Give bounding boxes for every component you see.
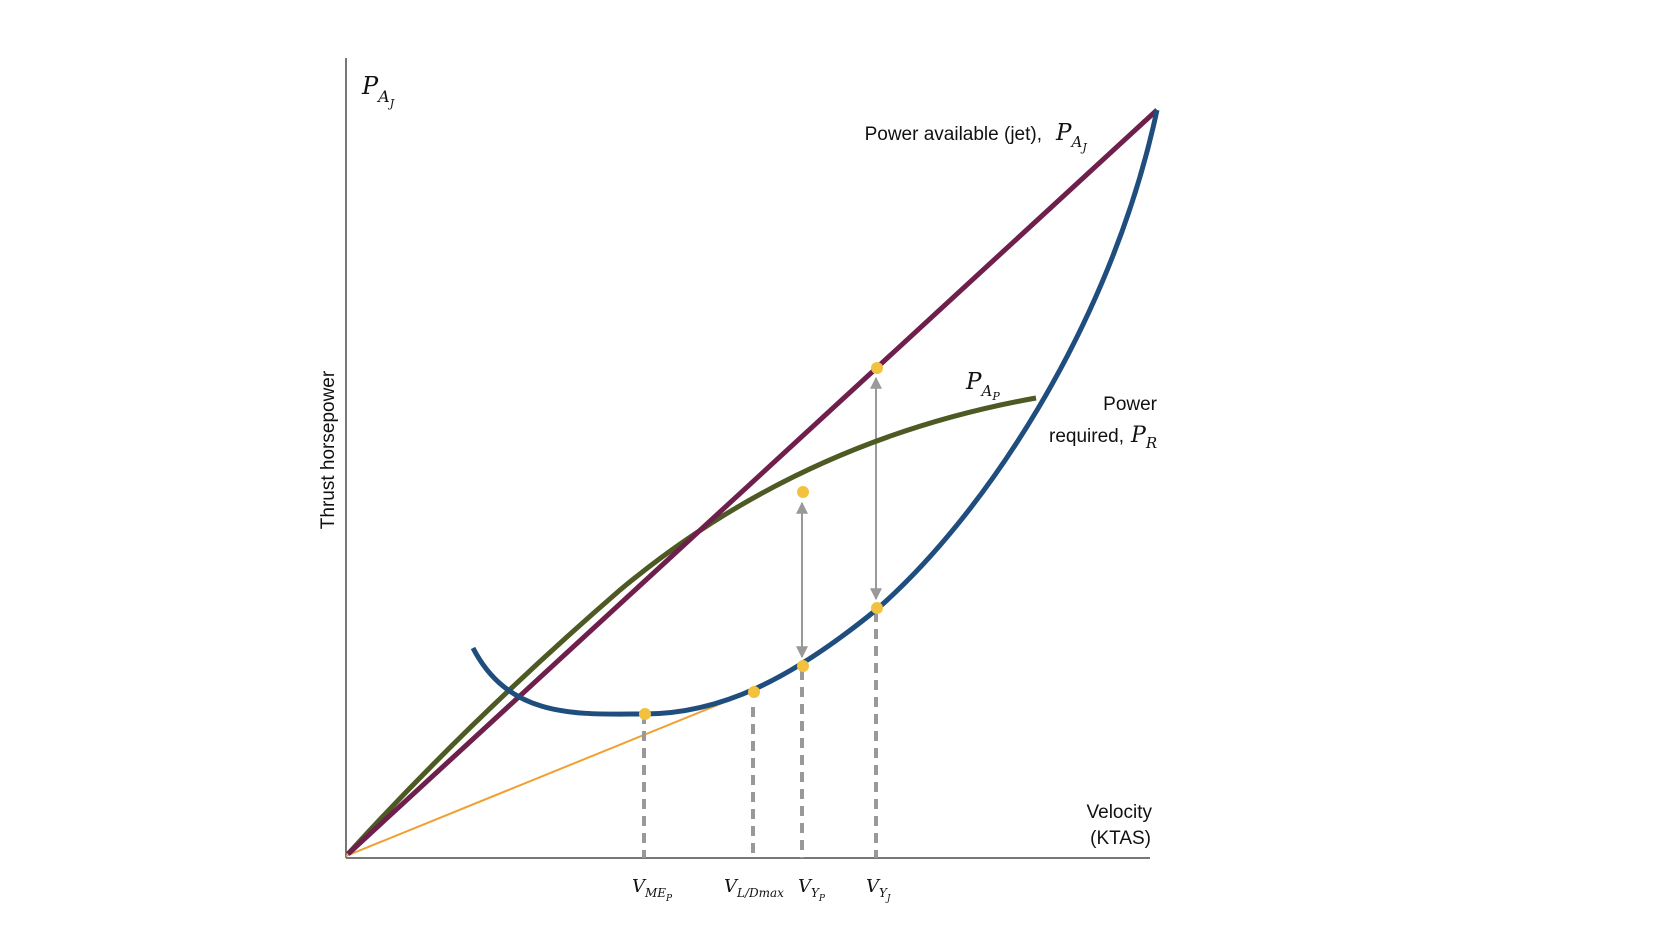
- marker-vyp-required: [797, 660, 809, 672]
- power-available-jet-line: [346, 108, 1159, 856]
- tick-label-vld: VL/Dmax: [724, 876, 784, 900]
- power-required-symbol: PR: [1130, 423, 1157, 452]
- power-required-label-line1: Power: [1103, 394, 1158, 415]
- marker-vyj-required: [871, 602, 883, 614]
- power-required-label-line2: required,: [1049, 426, 1124, 447]
- power-available-jet-symbol: PAJ: [1055, 120, 1087, 154]
- power-available-jet-label: Power available (jet),: [865, 124, 1042, 145]
- marker-min-power: [639, 708, 651, 720]
- x-axis-label-line1: Velocity: [1087, 802, 1153, 823]
- marker-ld-max: [748, 686, 760, 698]
- tick-label-vme: VMEP: [632, 876, 673, 904]
- y-axis-label: Thrust horsepower: [318, 370, 339, 529]
- y-axis-symbol: PAJ: [361, 72, 395, 110]
- x-axis-label-line2: (KTAS): [1090, 828, 1151, 849]
- power-required-curve: [470, 109, 1160, 717]
- power-available-prop-symbol: PAP: [965, 369, 1000, 403]
- tick-label-vyj: VYJ: [866, 876, 892, 904]
- marker-vyj-available: [871, 362, 883, 374]
- tick-label-vyp: VYP: [798, 876, 826, 904]
- power-available-prop-curve: [346, 395, 1037, 856]
- marker-vyp-available: [797, 486, 809, 498]
- tangent-line: [345, 690, 753, 857]
